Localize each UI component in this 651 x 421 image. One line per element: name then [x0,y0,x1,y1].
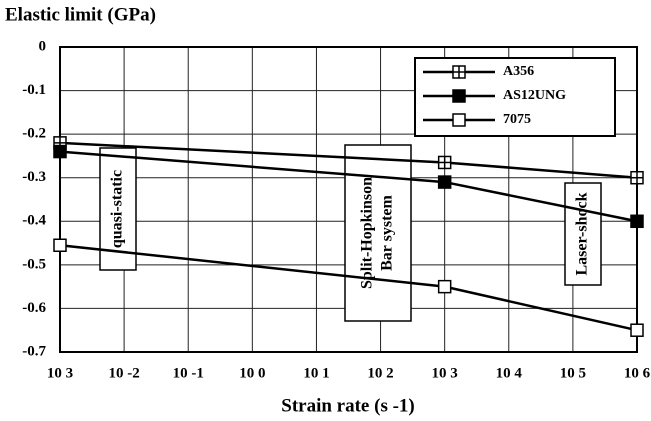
x-tick-label: 10 5 [560,365,586,381]
x-tick-label: 10 2 [367,365,393,381]
legend-label: AS12UNG [503,88,566,103]
y-tick-label: -0.2 [22,126,46,142]
legend-marker [452,113,466,127]
marker-box [53,238,67,252]
y-tick-label: -0.4 [22,213,46,229]
marker [630,170,644,185]
marker [630,214,644,229]
plot-frame [59,46,638,353]
x-tick-label: 10 1 [303,365,329,381]
x-axis-label: Strain rate (s -1) [281,395,415,416]
chart-title: Elastic limit (GPa) [5,4,156,25]
y-tick-label: 0 [39,38,47,54]
annotation-text: Bar system [379,194,396,270]
marker [53,238,67,252]
x-tick-label: 10 -2 [108,365,139,381]
x-tick-label: 10 -1 [173,365,204,381]
x-tick-label: 10 3 [432,365,458,381]
marker [630,323,644,337]
x-tick-label: 10 6 [624,365,651,381]
marker [437,155,452,170]
x-tick-label: 10 0 [239,365,265,381]
y-tick-label: -0.6 [22,300,46,316]
annotation-box [564,182,602,286]
marker-box [437,279,452,294]
y-tick-label: -0.3 [22,169,46,185]
marker-box [630,214,644,229]
marker [53,144,67,159]
x-tick-label: 10 4 [496,365,523,381]
annotation-text: Laser-shock [574,192,591,275]
legend-label: A356 [503,64,534,79]
annotation-text: Split-Hopkinson [359,177,376,289]
y-tick-label: -0.5 [22,256,46,272]
legend-label: 7075 [503,112,531,127]
marker-box [437,175,452,189]
marker [437,175,452,189]
annotation-text: quasi-static [109,170,126,248]
legend-marker [452,89,466,103]
x-tick-label: 10 3 [47,365,73,381]
marker-box [630,323,644,337]
y-tick-label: -0.7 [22,343,46,359]
y-tick-label: -0.1 [22,82,46,98]
marker-box [53,144,67,159]
marker [437,279,452,294]
